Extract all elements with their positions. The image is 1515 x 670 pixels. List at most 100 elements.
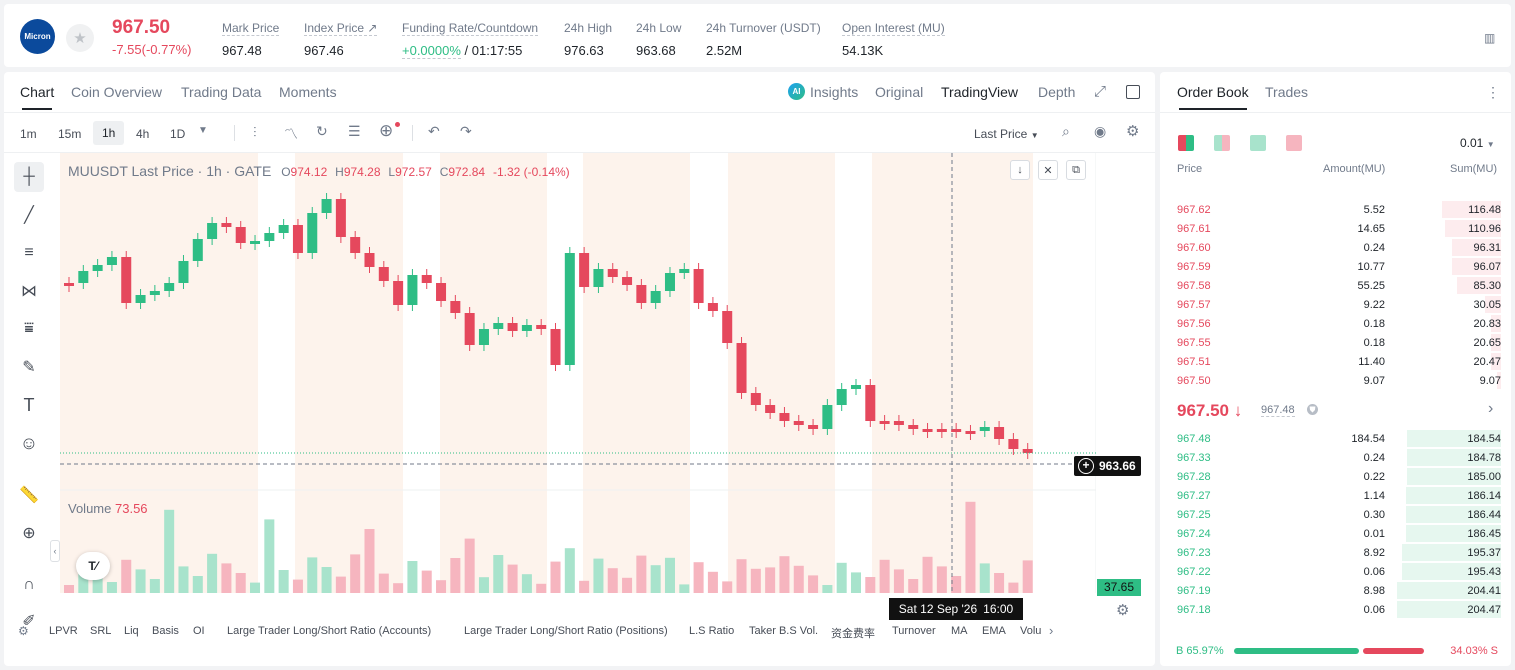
brush-icon[interactable]: ✎: [22, 359, 36, 376]
tab-moments[interactable]: Moments: [279, 84, 337, 100]
bid-row[interactable]: 967.24 0.01 186.45: [1160, 524, 1511, 543]
indicator-liq[interactable]: Liq: [124, 625, 139, 637]
bid-row[interactable]: 967.22 0.06 195.43: [1160, 562, 1511, 581]
interval-1d[interactable]: 1D: [170, 127, 186, 141]
add-indicator-icon[interactable]: ⊕: [379, 121, 394, 140]
indicator-ls-accounts[interactable]: Large Trader Long/Short Ratio (Accounts): [227, 625, 432, 637]
ruler-icon[interactable]: 📏: [19, 487, 39, 504]
indicator-ema[interactable]: EMA: [982, 625, 1006, 637]
text-tool-icon[interactable]: T: [23, 394, 35, 415]
stat-funding-rate[interactable]: Funding Rate/Countdown +0.0000% / 01:17:5…: [402, 21, 539, 59]
precision-select[interactable]: 0.01 ▼: [1460, 136, 1495, 150]
candle-body: [893, 421, 904, 425]
bid-row[interactable]: 967.23 8.92 195.37: [1160, 543, 1511, 562]
indicators-icon[interactable]: 〽: [284, 126, 298, 142]
tab-chart[interactable]: Chart: [20, 84, 55, 110]
bid-row[interactable]: 967.28 0.22 185.00: [1160, 467, 1511, 486]
interval-1h[interactable]: 1h: [93, 121, 125, 145]
stat-mark-price[interactable]: Mark Price 967.48: [222, 21, 280, 58]
indicator-ls-ratio[interactable]: L.S Ratio: [689, 625, 735, 637]
ask-row[interactable]: 967.56 0.18 20.83: [1160, 314, 1511, 333]
pencil-lock-icon[interactable]: ✐: [22, 613, 36, 630]
chevron-right-icon[interactable]: ›: [1488, 400, 1494, 417]
indicator-basis[interactable]: Basis: [152, 625, 179, 637]
stat-open-interest[interactable]: Open Interest (MU) 54.13K: [842, 21, 945, 58]
ask-row[interactable]: 967.50 9.07 9.07: [1160, 371, 1511, 390]
volume-bar: [679, 584, 690, 593]
interval-dropdown-icon[interactable]: ▼: [198, 125, 208, 136]
zoom-in-icon[interactable]: ⊕: [22, 525, 36, 542]
ask-row[interactable]: 967.57 9.22 30.05: [1160, 295, 1511, 314]
tab-insights[interactable]: Insights: [810, 84, 859, 100]
price-type-select[interactable]: Last Price ▼: [974, 127, 1039, 141]
close-pane-icon[interactable]: ✕: [1038, 160, 1058, 180]
ask-row[interactable]: 967.51 11.40 20.47: [1160, 352, 1511, 371]
ask-row[interactable]: 967.58 55.25 85.30: [1160, 276, 1511, 295]
stat-index-price[interactable]: Index Price ↗ 967.46: [304, 21, 378, 58]
bid-row[interactable]: 967.25 0.30 186.44: [1160, 505, 1511, 524]
view-both-icon[interactable]: [1178, 135, 1194, 151]
bid-row[interactable]: 967.18 0.06 204.47: [1160, 600, 1511, 619]
view-bids-icon[interactable]: [1214, 135, 1230, 151]
candlestick-chart[interactable]: 1,060.001,040.001,020.001,000.00980.0096…: [60, 153, 1096, 593]
indicator-lpvr[interactable]: LPVR: [49, 625, 78, 637]
tab-trading-data[interactable]: Trading Data: [181, 84, 262, 100]
settings-gear-icon[interactable]: ⚙: [1126, 123, 1140, 140]
ask-row[interactable]: 967.61 14.65 110.96: [1160, 219, 1511, 238]
ask-row[interactable]: 967.55 0.18 20.65: [1160, 333, 1511, 352]
undo-icon[interactable]: ↶: [428, 123, 440, 139]
pattern-icon[interactable]: ⋈: [21, 283, 37, 300]
interval-4h[interactable]: 4h: [136, 127, 150, 141]
bid-row[interactable]: 967.48 184.54 184.54: [1160, 429, 1511, 448]
add-alert-icon[interactable]: +: [1078, 458, 1094, 474]
chart-settings-icon[interactable]: ⚙: [1116, 602, 1130, 619]
indicator-ls-positions[interactable]: Large Trader Long/Short Ratio (Positions…: [464, 625, 668, 637]
camera-icon[interactable]: ◉: [1094, 123, 1107, 139]
expand-icon[interactable]: ⤢: [1094, 83, 1107, 100]
tab-depth[interactable]: Depth: [1038, 84, 1076, 100]
crosshair-icon[interactable]: ┼: [14, 162, 44, 192]
horizontal-lines-icon[interactable]: ≡: [24, 244, 34, 261]
favorite-star-icon[interactable]: ★: [66, 24, 94, 52]
ask-row[interactable]: 967.59 10.77 96.07: [1160, 257, 1511, 276]
view-sell-only-icon[interactable]: [1286, 135, 1302, 151]
bid-row[interactable]: 967.33 0.24 184.78: [1160, 448, 1511, 467]
tab-coin-overview[interactable]: Coin Overview: [71, 84, 163, 100]
more-vertical-icon[interactable]: ⋮: [1486, 84, 1500, 100]
indicator-oi[interactable]: OI: [193, 625, 205, 637]
magnet-icon[interactable]: ∩: [23, 576, 35, 593]
maximize-pane-icon[interactable]: ⧉: [1066, 160, 1086, 180]
collapse-toolbar-icon[interactable]: ‹: [50, 540, 60, 562]
indicator-turnover[interactable]: Turnover: [892, 625, 936, 637]
compare-icon[interactable]: ↻: [316, 123, 328, 139]
indicator-srl[interactable]: SRL: [90, 625, 112, 637]
gear-small-icon[interactable]: ⚙: [18, 624, 29, 638]
fib-icon[interactable]: ⩸: [24, 320, 34, 337]
window-icon[interactable]: [1126, 85, 1140, 99]
templates-icon[interactable]: ☰: [348, 123, 361, 139]
candle-type-icon[interactable]: ⫶: [253, 124, 257, 140]
ask-row[interactable]: 967.62 5.52 116.48: [1160, 200, 1511, 219]
scroll-down-icon[interactable]: ↓: [1010, 160, 1030, 180]
interval-1m[interactable]: 1m: [20, 127, 37, 141]
indicator-taker-vol[interactable]: Taker B.S Vol.: [749, 625, 819, 637]
indicator-volume[interactable]: Volu: [1020, 625, 1042, 637]
info-icon[interactable]: ⛊: [1307, 404, 1318, 415]
tab-trades[interactable]: Trades: [1265, 84, 1309, 100]
interval-15m[interactable]: 15m: [58, 127, 82, 141]
emoji-icon[interactable]: ☺: [19, 432, 39, 453]
tab-tradingview[interactable]: TradingView: [941, 84, 1019, 100]
tab-order-book[interactable]: Order Book: [1177, 84, 1249, 110]
book-icon[interactable]: ▥: [1484, 31, 1496, 45]
tab-original[interactable]: Original: [875, 84, 924, 100]
chevron-right-icon[interactable]: ›: [1049, 623, 1054, 638]
ask-row[interactable]: 967.60 0.24 96.31: [1160, 238, 1511, 257]
bid-row[interactable]: 967.19 8.98 204.41: [1160, 581, 1511, 600]
search-icon[interactable]: ⌕: [1062, 123, 1070, 139]
trend-line-icon[interactable]: ╱: [24, 207, 34, 224]
indicator-funding-rate[interactable]: 资金费率: [831, 628, 875, 640]
redo-icon[interactable]: ↷: [460, 123, 472, 139]
view-buy-only-icon[interactable]: [1250, 135, 1266, 151]
indicator-ma[interactable]: MA: [951, 625, 968, 637]
bid-row[interactable]: 967.27 1.14 186.14: [1160, 486, 1511, 505]
